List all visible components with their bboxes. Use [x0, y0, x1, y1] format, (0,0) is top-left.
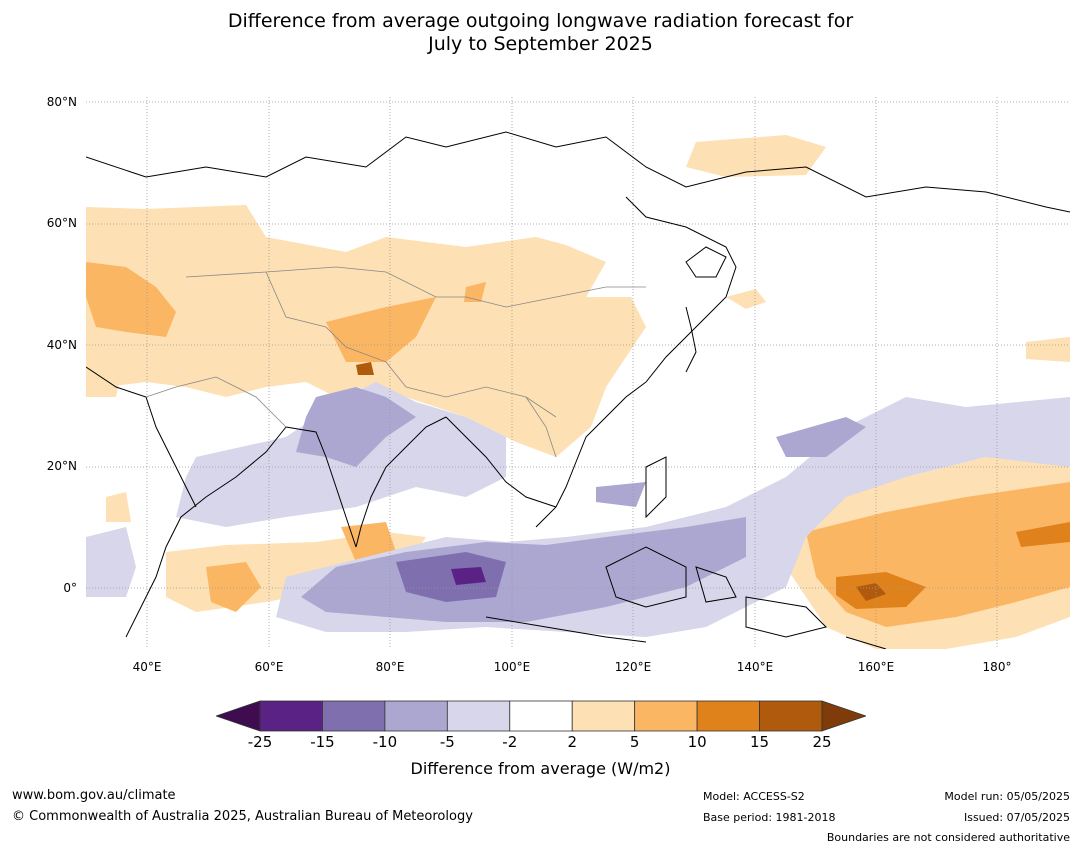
model-run-date: Model run: 05/05/2025 — [944, 790, 1070, 803]
title-line-1: Difference from average outgoing longwav… — [227, 10, 854, 32]
issued-date: Issued: 07/05/2025 — [963, 811, 1070, 824]
lon-label-160e: 160°E — [857, 660, 895, 674]
lon-label-60e: 60°E — [254, 660, 284, 674]
title-line-2: July to September 2025 — [428, 33, 653, 55]
coastlines — [86, 131, 1070, 649]
positive-anomaly-fields — [86, 135, 1070, 649]
colorbar — [214, 700, 868, 732]
base-period: Base period: 1981-2018 — [703, 811, 836, 824]
colorbar-tick-label: 15 — [750, 733, 770, 751]
lat-label-40n: 40°N — [46, 338, 77, 352]
colorbar-tick-label: -25 — [247, 733, 273, 751]
colorbar-tick-label: -15 — [310, 733, 335, 751]
colorbar-tick-label: -2 — [502, 733, 518, 751]
colorbar-arrow-high — [821, 700, 868, 732]
colorbar-tick-label: 5 — [629, 733, 640, 751]
negative-anomaly-fields — [86, 382, 1070, 637]
map-title: Difference from average outgoing longwav… — [0, 10, 1081, 56]
colorbar-swatch — [384, 700, 448, 732]
colorbar-swatch — [322, 700, 386, 732]
colorbar-swatch — [696, 700, 760, 732]
colorbar-tick-label: 10 — [687, 733, 707, 751]
colorbar-swatch — [759, 700, 823, 732]
copyright-text: © Commonwealth of Australia 2025, Austra… — [12, 809, 473, 824]
lon-label-180: 180° — [982, 660, 1012, 674]
colorbar-label: Difference from average (W/m2) — [410, 759, 671, 778]
lat-label-60n: 60°N — [46, 216, 77, 230]
colorbar-swatch — [259, 700, 323, 732]
lat-label-equator: 0° — [63, 581, 77, 595]
country-borders — [145, 266, 646, 458]
colorbar-arrow-low — [214, 700, 261, 732]
colorbar-swatch — [634, 700, 698, 732]
colorbar-tick-label: -10 — [372, 733, 398, 751]
lat-label-80n: 80°N — [46, 95, 77, 109]
map-gridlines — [86, 97, 1070, 649]
colorbar-swatch — [571, 700, 636, 732]
colorbar-swatch — [509, 700, 573, 732]
map-canvas — [86, 97, 1070, 649]
colorbar-tick-label: -5 — [439, 733, 455, 751]
colorbar-tick-label: 2 — [567, 733, 577, 751]
lon-label-120e: 120°E — [614, 660, 652, 674]
colorbar-tick-label: 25 — [812, 733, 832, 751]
model-name: Model: ACCESS-S2 — [703, 790, 805, 803]
lat-label-20n: 20°N — [46, 459, 77, 473]
olr-anomaly-map — [86, 97, 1070, 649]
website-link[interactable]: www.bom.gov.au/climate — [12, 788, 176, 803]
lon-label-140e: 140°E — [736, 660, 774, 674]
lon-label-80e: 80°E — [375, 660, 405, 674]
colorbar-swatch — [446, 700, 511, 732]
lon-label-40e: 40°E — [132, 660, 162, 674]
boundaries-disclaimer: Boundaries are not considered authoritat… — [826, 831, 1070, 844]
lon-label-100e: 100°E — [493, 660, 531, 674]
colorbar-swatches — [214, 700, 868, 732]
